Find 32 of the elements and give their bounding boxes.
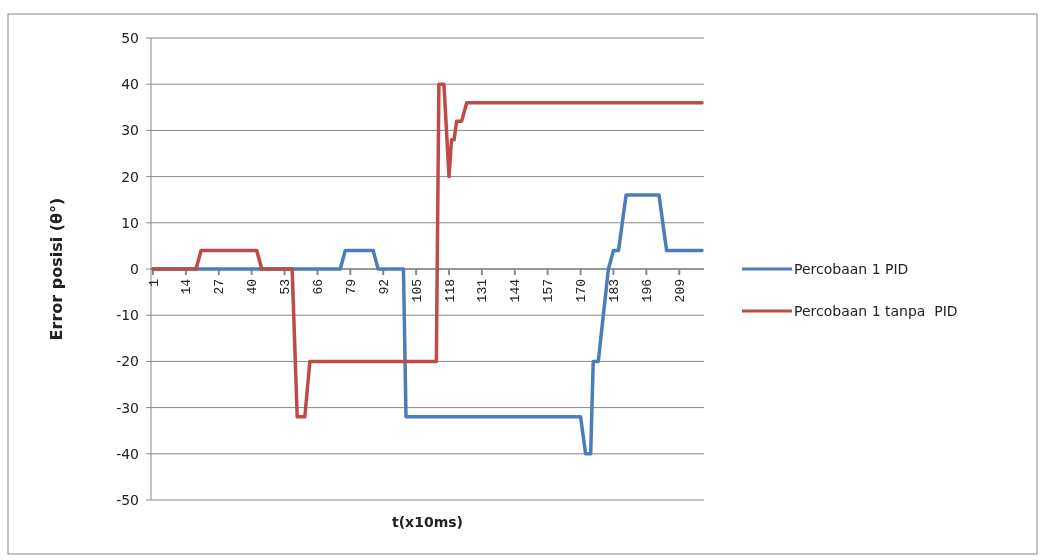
y-tick-label: -50 bbox=[116, 491, 139, 508]
x-tick-label: 131 bbox=[475, 278, 491, 303]
x-tick-label: 157 bbox=[541, 279, 557, 303]
y-tick-label: -10 bbox=[116, 307, 139, 324]
legend-label: Percobaan 1 tanpa PID bbox=[794, 302, 958, 319]
y-axis-title: Error posisi (θ°) bbox=[46, 197, 66, 341]
y-tick-label: 50 bbox=[121, 29, 139, 46]
x-axis-title: t(x10ms) bbox=[392, 514, 463, 530]
x-tick-label: 40 bbox=[245, 279, 261, 295]
x-tick-label: 144 bbox=[508, 278, 524, 303]
y-tick-label: -40 bbox=[116, 445, 139, 462]
y-tick-label: -30 bbox=[116, 399, 139, 416]
y-tick-label: 0 bbox=[130, 260, 139, 277]
x-tick-label: 14 bbox=[179, 278, 195, 295]
y-tick-label: 40 bbox=[121, 76, 139, 93]
x-tick-label: 53 bbox=[278, 279, 294, 295]
x-tick-label: 170 bbox=[574, 279, 590, 303]
legend-label: Percobaan 1 PID bbox=[794, 260, 909, 277]
x-tick-label: 92 bbox=[376, 279, 392, 295]
x-tick-label: 196 bbox=[639, 279, 655, 303]
y-tick-label: -20 bbox=[116, 353, 139, 370]
x-tick-label: 66 bbox=[311, 279, 326, 295]
y-tick-label: 20 bbox=[121, 168, 139, 185]
y-tick-label: 10 bbox=[121, 214, 139, 231]
x-tick-label: 209 bbox=[672, 279, 688, 303]
x-tick-label: 105 bbox=[409, 279, 425, 303]
x-tick-label: 79 bbox=[343, 279, 359, 295]
x-tick-label: 27 bbox=[212, 279, 228, 295]
x-tick-label: 183 bbox=[607, 279, 622, 303]
y-tick-label: 30 bbox=[121, 122, 139, 139]
x-tick-label: 1 bbox=[146, 278, 162, 287]
x-tick-label: 118 bbox=[442, 279, 458, 303]
